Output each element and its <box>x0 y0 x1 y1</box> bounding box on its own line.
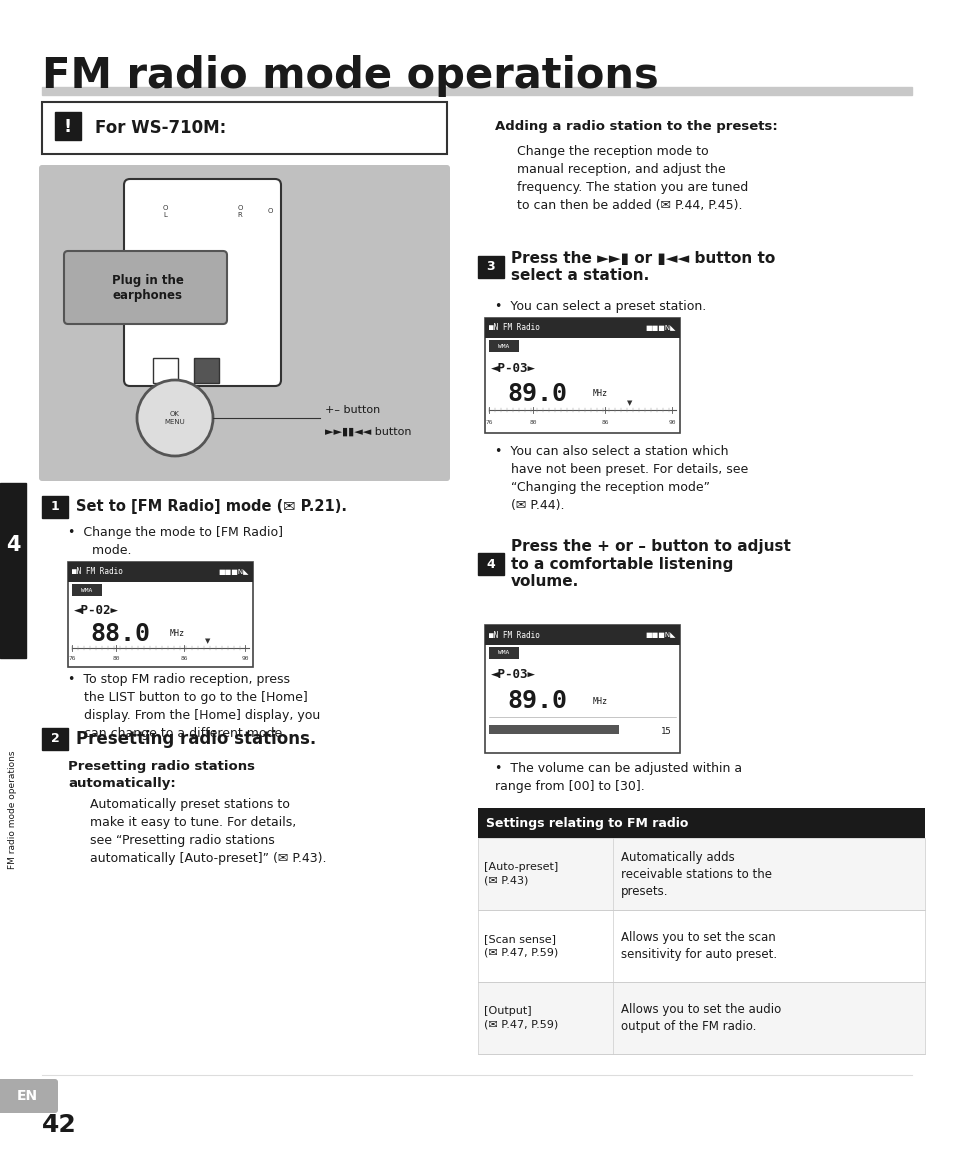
Text: ■■■N◣: ■■■N◣ <box>645 325 676 331</box>
Text: EN: EN <box>16 1089 37 1104</box>
Bar <box>193 358 219 383</box>
Bar <box>477 982 924 1054</box>
Text: WMA: WMA <box>81 587 92 593</box>
Text: MHz: MHz <box>170 630 185 638</box>
Bar <box>71 584 102 596</box>
Text: ■■■N◣: ■■■N◣ <box>218 569 249 576</box>
Text: MHz: MHz <box>593 696 607 705</box>
Bar <box>42 728 68 750</box>
Text: •  Change the mode to [FM Radio]
      mode.: • Change the mode to [FM Radio] mode. <box>68 526 283 557</box>
Text: 89.0: 89.0 <box>506 382 566 406</box>
Text: 3: 3 <box>486 261 495 273</box>
Bar <box>477 554 503 576</box>
Bar <box>489 725 618 734</box>
Text: 86: 86 <box>600 420 608 425</box>
Text: 1: 1 <box>51 500 59 513</box>
Bar <box>477 256 503 278</box>
Text: ■N FM Radio: ■N FM Radio <box>71 567 123 577</box>
Text: ■N FM Radio: ■N FM Radio <box>489 323 539 332</box>
Text: [Auto-preset]
(✉ P.43): [Auto-preset] (✉ P.43) <box>483 863 558 886</box>
Bar <box>152 358 178 383</box>
Text: 76: 76 <box>69 657 75 661</box>
Bar <box>42 496 68 518</box>
Bar <box>484 318 679 433</box>
Text: Volume: Volume <box>491 727 522 736</box>
Text: Allows you to set the audio
output of the FM radio.: Allows you to set the audio output of th… <box>620 1003 781 1033</box>
Text: 42: 42 <box>42 1113 76 1137</box>
Text: Presetting radio stations
automatically:: Presetting radio stations automatically: <box>68 760 254 790</box>
Text: MHz: MHz <box>593 389 607 398</box>
Text: O
L: O L <box>162 205 168 218</box>
Text: •  The volume can be adjusted within a
range from [00] to [30].: • The volume can be adjusted within a ra… <box>495 762 741 793</box>
Text: Automatically adds
receivable stations to the
presets.: Automatically adds receivable stations t… <box>620 850 771 897</box>
Text: Change the reception mode to
manual reception, and adjust the
frequency. The sta: Change the reception mode to manual rece… <box>517 145 747 212</box>
Text: •  You can also select a station which
    have not been preset. For details, se: • You can also select a station which ha… <box>495 445 747 512</box>
Text: Plug in the
earphones: Plug in the earphones <box>112 274 184 302</box>
Text: ■N FM Radio: ■N FM Radio <box>489 630 539 639</box>
Text: WMA: WMA <box>497 344 509 349</box>
Bar <box>68 562 253 582</box>
Text: ◄P-03►: ◄P-03► <box>491 361 536 374</box>
Text: OK
MENU: OK MENU <box>165 411 185 425</box>
Text: 4: 4 <box>6 535 20 555</box>
Text: ▼: ▼ <box>205 638 211 644</box>
Text: ►►▮▮◄◄ button: ►►▮▮◄◄ button <box>325 427 411 437</box>
Bar <box>484 625 679 753</box>
Text: 4: 4 <box>486 557 495 571</box>
Text: Set to [FM Radio] mode (✉ P.21).: Set to [FM Radio] mode (✉ P.21). <box>76 499 347 514</box>
Text: •  To stop FM radio reception, press
    the LIST button to go to the [Home]
   : • To stop FM radio reception, press the … <box>68 673 320 740</box>
Text: Automatically preset stations to
make it easy to tune. For details,
see “Presett: Automatically preset stations to make it… <box>90 798 326 865</box>
Text: 89.0: 89.0 <box>506 689 566 713</box>
Bar <box>484 318 679 338</box>
Bar <box>68 562 253 667</box>
Text: 86: 86 <box>180 657 188 661</box>
FancyBboxPatch shape <box>39 164 450 481</box>
Bar <box>489 340 518 352</box>
Text: Adding a radio station to the presets:: Adding a radio station to the presets: <box>495 120 777 133</box>
Text: FM radio mode operations: FM radio mode operations <box>9 750 17 870</box>
Text: Presetting radio stations.: Presetting radio stations. <box>76 730 315 748</box>
Text: Allows you to set the scan
sensitivity for auto preset.: Allows you to set the scan sensitivity f… <box>620 931 777 961</box>
Text: Press the + or – button to adjust
to a comfortable listening
volume.: Press the + or – button to adjust to a c… <box>511 540 790 589</box>
Text: [Output]
(✉ P.47, P.59): [Output] (✉ P.47, P.59) <box>483 1006 558 1029</box>
Text: •  You can select a preset station.: • You can select a preset station. <box>495 300 705 313</box>
FancyBboxPatch shape <box>64 251 227 324</box>
Text: [Scan sense]
(✉ P.47, P.59): [Scan sense] (✉ P.47, P.59) <box>483 935 558 958</box>
Text: 80: 80 <box>529 420 537 425</box>
Text: 80: 80 <box>112 657 120 661</box>
Circle shape <box>137 380 213 456</box>
Bar <box>489 647 518 659</box>
Bar <box>484 625 679 645</box>
Text: Settings relating to FM radio: Settings relating to FM radio <box>485 816 688 829</box>
Text: WMA: WMA <box>497 651 509 655</box>
Text: FM radio mode operations: FM radio mode operations <box>42 54 659 97</box>
FancyBboxPatch shape <box>0 1079 58 1113</box>
Text: +– button: +– button <box>325 405 380 415</box>
Bar <box>55 112 81 140</box>
Bar <box>42 87 911 95</box>
Text: ◄P-02►: ◄P-02► <box>74 603 119 616</box>
Text: 90: 90 <box>667 420 675 425</box>
Text: 2: 2 <box>51 733 59 746</box>
FancyBboxPatch shape <box>124 179 281 386</box>
Text: 90: 90 <box>241 657 249 661</box>
Text: 88.0: 88.0 <box>90 622 150 646</box>
Bar <box>477 910 924 982</box>
Text: ■■■N◣: ■■■N◣ <box>645 632 676 638</box>
Text: 76: 76 <box>485 420 493 425</box>
Text: 15: 15 <box>660 727 671 736</box>
Text: Press the ►►▮ or ▮◄◄ button to
select a station.: Press the ►►▮ or ▮◄◄ button to select a … <box>511 251 775 284</box>
Text: O
R: O R <box>237 205 242 218</box>
Text: ▼: ▼ <box>627 400 632 406</box>
Text: !: ! <box>64 118 72 135</box>
Bar <box>0 483 26 658</box>
Text: ◄P-03►: ◄P-03► <box>491 668 536 682</box>
Bar <box>477 838 924 910</box>
Bar <box>477 808 924 838</box>
Bar <box>42 102 447 154</box>
Text: O: O <box>267 208 273 214</box>
Text: For WS-710M:: For WS-710M: <box>95 119 226 137</box>
